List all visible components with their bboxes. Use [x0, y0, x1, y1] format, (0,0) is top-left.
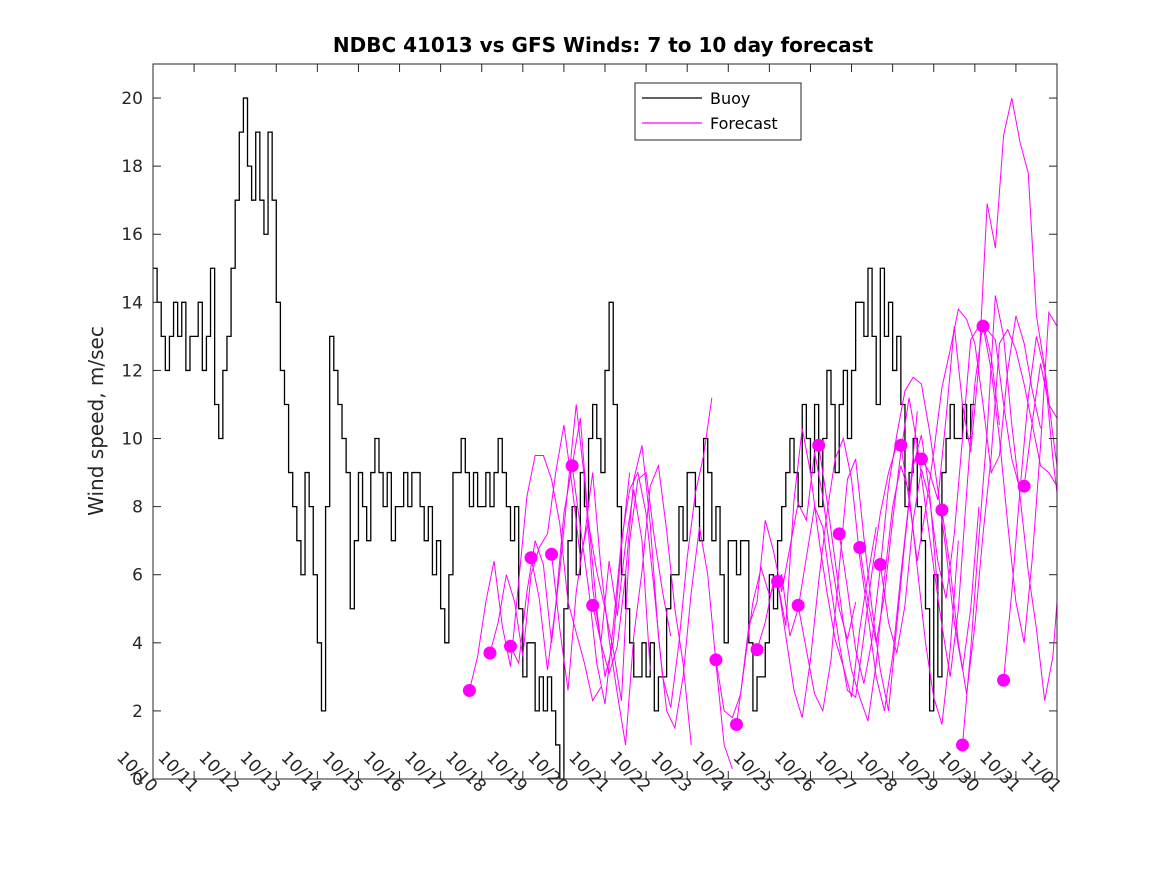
y-tick-label-18: 18 [121, 157, 143, 177]
forecast-series-line-12 [818, 445, 959, 725]
y-tick-label-20: 20 [121, 89, 143, 109]
forecast-start-marker-7 [709, 653, 723, 667]
forecast-start-marker-6 [586, 598, 600, 612]
forecast-series-line-17 [920, 97, 1058, 500]
forecast-start-marker-13 [832, 527, 846, 541]
forecast-start-marker-12 [812, 438, 826, 452]
forecast-start-marker-5 [565, 459, 579, 473]
forecast-series-line-3 [530, 418, 672, 701]
legend-box [634, 82, 802, 141]
y-axis-label-group: Wind speed, m/sec [84, 326, 108, 516]
plot-area [153, 97, 1058, 780]
y-tick-label-2: 2 [132, 702, 143, 722]
forecast-series-line-8 [735, 428, 877, 725]
y-tick-label-0: 0 [132, 770, 143, 790]
forecast-series-line-18 [941, 328, 1058, 694]
forecast-start-marker-8 [729, 718, 743, 732]
forecast-series-line-0 [468, 455, 602, 703]
forecast-start-marker-1 [483, 646, 497, 660]
forecast-start-marker-9 [750, 643, 764, 657]
forecast-start-marker-15 [873, 558, 887, 571]
forecast-series-line-4 [551, 463, 692, 746]
forecast-start-marker-22 [1017, 479, 1031, 493]
y-tick-label-12: 12 [121, 361, 143, 381]
forecast-start-marker-17 [914, 452, 928, 466]
forecast-series-line-19 [961, 295, 1058, 745]
forecast-series-line-11 [797, 434, 939, 713]
forecast-series-line-22 [1023, 363, 1058, 487]
forecast-start-marker-20 [976, 319, 990, 333]
legend-buoy-label: Buoy [710, 89, 750, 108]
forecast-series-line-14 [859, 322, 1000, 677]
forecast-start-marker-2 [503, 639, 517, 653]
forecast-series-line-1 [489, 424, 631, 677]
forecast-series-line-7 [715, 452, 857, 719]
forecast-series-line-2 [510, 404, 651, 671]
forecast-series-line-21 [1003, 336, 1058, 681]
forecast-start-marker-11 [791, 598, 805, 612]
forecast-start-marker-18 [935, 503, 949, 517]
forecast-start-marker-3 [524, 551, 538, 565]
y-axis-label: Wind speed, m/sec [84, 326, 108, 516]
y-tick-label-14: 14 [121, 293, 143, 313]
legend: Buoy Forecast [634, 82, 802, 141]
forecast-series-line-16 [900, 307, 1042, 562]
forecast-start-marker-10 [771, 575, 785, 589]
forecast-series-line-6 [592, 445, 733, 769]
forecast-start-marker-14 [853, 540, 867, 554]
y-tick-label-4: 4 [132, 634, 143, 654]
y-tick-label-8: 8 [132, 498, 143, 518]
y-tick-label-10: 10 [121, 430, 143, 450]
y-tick-label-6: 6 [132, 566, 143, 586]
forecast-start-marker-19 [955, 738, 969, 752]
forecast-start-marker-16 [894, 438, 908, 452]
y-tick-label-16: 16 [121, 225, 143, 245]
forecast-series-line-20 [982, 310, 1058, 643]
forecast-start-marker-21 [997, 673, 1011, 687]
legend-forecast-label: Forecast [710, 114, 778, 133]
forecast-series-line-5 [571, 397, 713, 708]
chart-title: NDBC 41013 vs GFS Winds: 7 to 10 day for… [333, 33, 874, 57]
forecast-start-marker-4 [545, 547, 559, 561]
forecast-start-marker-0 [462, 683, 476, 697]
